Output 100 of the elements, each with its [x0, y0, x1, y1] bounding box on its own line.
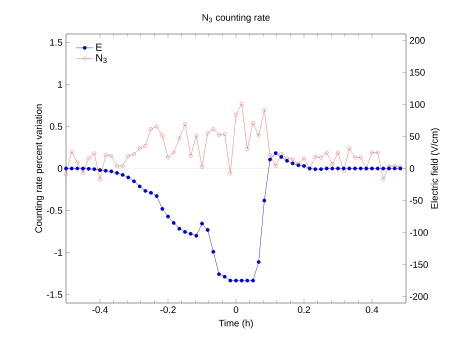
y-axis-title: Counting rate percent variation	[35, 104, 44, 233]
point	[228, 278, 232, 282]
point	[228, 172, 232, 176]
point	[392, 164, 397, 168]
point	[274, 151, 278, 156]
point	[274, 164, 278, 168]
point	[370, 166, 374, 170]
x-tick-label: 0	[234, 306, 238, 314]
point	[86, 156, 91, 160]
point	[120, 164, 125, 168]
point	[387, 166, 391, 170]
point	[126, 154, 130, 158]
point	[115, 171, 119, 175]
point	[138, 146, 142, 150]
point	[172, 150, 176, 154]
point	[285, 156, 289, 160]
point	[194, 134, 198, 138]
point	[268, 153, 272, 157]
point	[381, 166, 386, 170]
point	[268, 158, 272, 162]
point	[92, 167, 96, 172]
point	[166, 156, 170, 160]
point	[160, 134, 164, 138]
point	[206, 131, 210, 136]
point	[126, 176, 130, 180]
point	[387, 164, 391, 168]
point	[154, 124, 159, 128]
point	[206, 228, 210, 232]
point	[376, 150, 380, 154]
point	[177, 226, 182, 231]
point	[330, 166, 334, 170]
point	[256, 260, 261, 264]
point	[370, 150, 374, 154]
point	[336, 166, 340, 170]
point	[319, 156, 323, 160]
y2-tick-label: -150	[410, 261, 428, 268]
point	[143, 189, 148, 193]
point	[262, 108, 266, 112]
point	[172, 221, 176, 225]
point	[256, 134, 261, 138]
point	[149, 190, 153, 195]
x-tick-label: -0.2	[160, 306, 176, 314]
point	[336, 150, 340, 154]
point	[240, 278, 244, 282]
point	[290, 157, 295, 162]
point	[240, 102, 244, 106]
point	[104, 153, 108, 157]
point	[92, 151, 96, 156]
point	[75, 160, 80, 165]
point	[245, 147, 250, 152]
x-tick-label: -0.4	[92, 306, 108, 314]
legend-label: E	[96, 44, 102, 51]
point	[313, 167, 318, 172]
point	[353, 166, 357, 170]
point	[200, 164, 204, 169]
point	[75, 166, 80, 170]
point	[381, 178, 386, 182]
y2-tick-label: 100	[410, 101, 425, 108]
point	[222, 132, 227, 136]
point	[234, 112, 238, 117]
point	[154, 194, 159, 198]
point	[285, 158, 289, 163]
point	[392, 166, 397, 170]
point	[251, 121, 255, 125]
y-tick-label: 1	[58, 81, 62, 88]
point	[217, 132, 221, 137]
point	[324, 150, 329, 154]
point	[143, 144, 148, 148]
point	[245, 278, 250, 282]
point	[183, 230, 187, 234]
point	[81, 170, 85, 175]
point	[86, 166, 91, 171]
point	[98, 168, 102, 172]
y-tick-label: 0	[58, 165, 62, 172]
point	[251, 278, 255, 282]
y-tick-label: -1.5	[46, 291, 62, 298]
point	[120, 173, 125, 177]
point	[160, 206, 164, 211]
point	[109, 154, 114, 158]
point	[358, 156, 363, 160]
point	[70, 166, 74, 170]
y2-tick-label: -200	[410, 293, 428, 300]
point	[358, 166, 363, 170]
y2-tick-label: 50	[410, 133, 420, 140]
point	[104, 168, 108, 173]
x-tick-label: 0.4	[366, 306, 378, 314]
y-tick-label: 0.5	[50, 123, 62, 130]
y2-tick-label: -100	[410, 229, 428, 236]
y-tick-label: -1	[54, 249, 62, 256]
point	[188, 232, 193, 236]
point	[188, 154, 193, 158]
y2-tick-label: 150	[410, 69, 425, 76]
point	[376, 166, 380, 170]
y2-tick-label: 200	[410, 37, 425, 44]
point	[132, 152, 136, 156]
point	[149, 127, 153, 131]
point	[200, 222, 204, 226]
y2-axis-title: Electric field (V/cm)	[430, 128, 440, 208]
point	[211, 127, 216, 131]
point	[342, 166, 346, 170]
